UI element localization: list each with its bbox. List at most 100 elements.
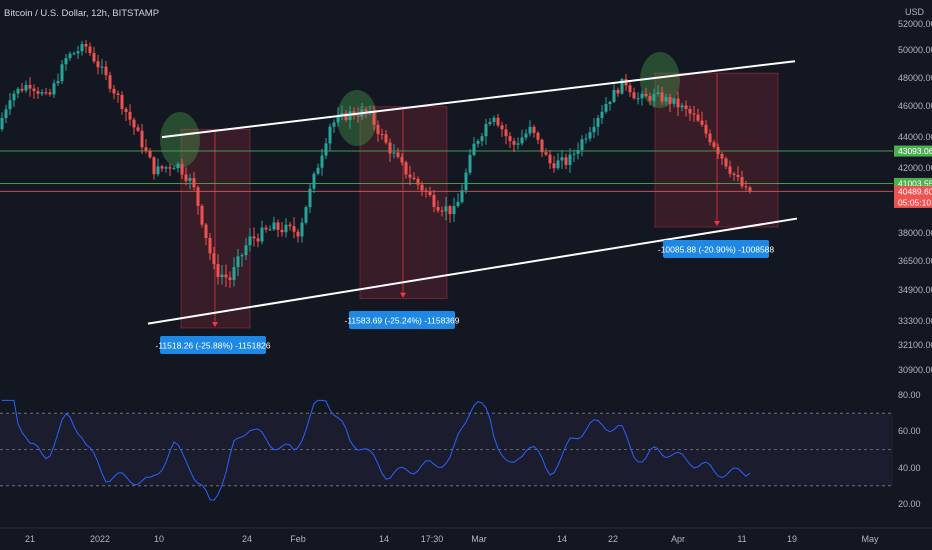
candle-body bbox=[140, 130, 144, 148]
trend-channel[interactable] bbox=[147, 60, 798, 325]
price-tick-label: 34900.00 bbox=[898, 285, 932, 295]
candle bbox=[128, 104, 132, 126]
candle bbox=[420, 181, 424, 196]
candle bbox=[288, 221, 292, 231]
candle-body bbox=[116, 93, 120, 95]
candle-body bbox=[408, 174, 412, 178]
measure-box bbox=[180, 128, 251, 329]
price-axis[interactable]: 52000.00 50000.00 48000.00 46000.00 44000.00… bbox=[894, 19, 932, 375]
currency-label: USD bbox=[905, 7, 925, 17]
candle-body bbox=[660, 92, 664, 102]
candle-body bbox=[644, 93, 648, 97]
candle bbox=[88, 42, 92, 56]
rsi-line bbox=[2, 399, 751, 501]
candle-body bbox=[692, 113, 696, 115]
candle-body bbox=[572, 153, 576, 155]
time-tick-label: Apr bbox=[671, 534, 685, 544]
candle-body bbox=[592, 126, 596, 133]
candle-body bbox=[424, 190, 428, 192]
price-pane[interactable]: -11518.26 (-25.88%) -1151826 -11583.69 (-… bbox=[0, 40, 893, 354]
candle bbox=[568, 148, 572, 173]
candle bbox=[224, 264, 228, 287]
candle bbox=[736, 166, 740, 182]
candle-body bbox=[276, 222, 280, 230]
candle bbox=[272, 216, 276, 232]
rsi-pane[interactable] bbox=[0, 399, 893, 501]
candle-body bbox=[320, 155, 324, 168]
candle-body bbox=[560, 157, 564, 161]
candle-body bbox=[48, 92, 52, 95]
candle bbox=[96, 54, 100, 75]
candle-body bbox=[452, 206, 456, 215]
time-tick-label: 2022 bbox=[90, 534, 110, 544]
candle-body bbox=[400, 156, 404, 163]
measure-arrowhead bbox=[714, 221, 720, 227]
candle bbox=[444, 196, 448, 221]
candle bbox=[216, 254, 220, 285]
candle bbox=[724, 156, 728, 169]
candle bbox=[584, 133, 588, 144]
measure-label: -11518.26 (-25.88%) -1151826 bbox=[156, 336, 271, 354]
candle bbox=[620, 77, 624, 95]
measure-label: -10085.88 (-20.90%) -1008588 bbox=[658, 240, 774, 258]
rsi-axis[interactable]: 80.00 60.00 40.00 20.00 bbox=[898, 390, 921, 509]
candle-body bbox=[224, 274, 228, 278]
candle-body bbox=[232, 267, 236, 280]
candle-body bbox=[200, 205, 204, 225]
channel-lower-line bbox=[147, 217, 798, 325]
candle bbox=[8, 93, 12, 116]
candle bbox=[556, 153, 560, 171]
candle bbox=[56, 73, 60, 87]
candle-body bbox=[20, 88, 24, 91]
candle bbox=[376, 120, 380, 142]
candle bbox=[720, 151, 724, 165]
candle bbox=[208, 232, 212, 260]
candle-body bbox=[564, 157, 568, 165]
candle bbox=[276, 219, 280, 238]
candle-body bbox=[284, 224, 288, 233]
candle-body bbox=[732, 173, 736, 175]
time-axis[interactable]: 21 2022 10 24 Feb 14 17:30 Mar 14 22 Apr 11 19 May bbox=[0, 527, 932, 544]
candle bbox=[596, 114, 600, 136]
time-tick-label: 17:30 bbox=[421, 534, 444, 544]
candle bbox=[408, 165, 412, 186]
price-tick-label: 36500.00 bbox=[898, 256, 932, 266]
candle-body bbox=[720, 154, 724, 159]
candle-body bbox=[136, 127, 140, 131]
candle bbox=[440, 206, 444, 217]
candle bbox=[652, 88, 656, 108]
candle bbox=[108, 71, 112, 93]
candle-body bbox=[612, 89, 616, 102]
time-tick-label: 14 bbox=[379, 534, 389, 544]
candle-body bbox=[748, 187, 752, 192]
candle-body bbox=[12, 93, 16, 101]
candle bbox=[392, 144, 396, 159]
candle bbox=[192, 171, 196, 191]
candle bbox=[252, 227, 256, 247]
price-tick-label: 38000.00 bbox=[898, 228, 932, 238]
candle bbox=[520, 129, 524, 146]
candle-body bbox=[652, 93, 656, 101]
candle bbox=[60, 59, 64, 84]
candle bbox=[468, 149, 472, 175]
candle-body bbox=[132, 119, 136, 128]
candle bbox=[340, 105, 344, 121]
candle bbox=[488, 117, 492, 126]
candle-body bbox=[432, 194, 436, 208]
time-tick-label: 24 bbox=[242, 534, 252, 544]
candle bbox=[316, 163, 320, 176]
chart-title: Bitcoin / U.S. Dollar, 12h, BITSTAMP bbox=[4, 8, 159, 19]
candle bbox=[372, 105, 376, 131]
candle bbox=[132, 117, 136, 135]
candle-body bbox=[196, 187, 200, 206]
candle-body bbox=[68, 53, 72, 59]
candle-body bbox=[676, 98, 680, 108]
time-tick-label: Mar bbox=[471, 534, 487, 544]
candle-body bbox=[532, 126, 536, 133]
price-tick-label: 46000.00 bbox=[898, 101, 932, 111]
candle bbox=[628, 82, 632, 97]
candle bbox=[552, 156, 556, 173]
candle-body bbox=[440, 210, 444, 212]
